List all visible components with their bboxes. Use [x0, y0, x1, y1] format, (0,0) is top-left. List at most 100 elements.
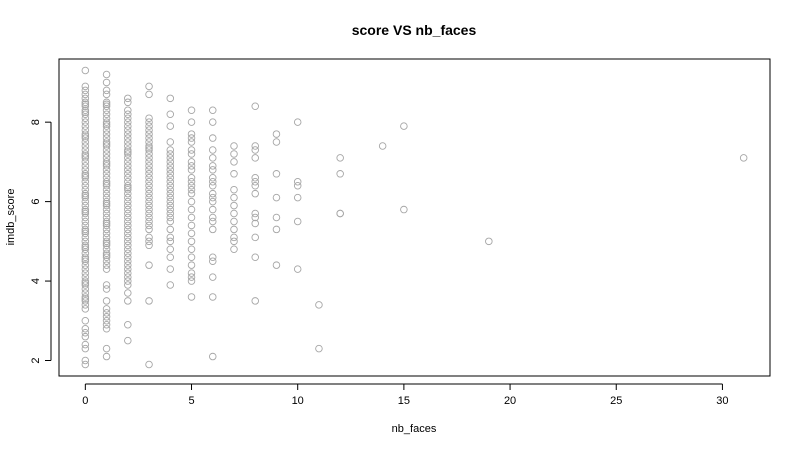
- data-point: [145, 193, 153, 202]
- data-point: [81, 217, 90, 226]
- data-point: [102, 205, 111, 214]
- data-point: [208, 273, 217, 281]
- data-point: [124, 245, 132, 254]
- data-point: [81, 243, 90, 252]
- data-point: [208, 181, 217, 190]
- data-point: [208, 205, 217, 214]
- data-point: [145, 126, 153, 134]
- data-point: [102, 217, 111, 226]
- data-point: [251, 142, 259, 150]
- data-point: [124, 114, 132, 122]
- data-point: [81, 150, 90, 158]
- data-point: [739, 154, 748, 162]
- data-point: [102, 110, 111, 118]
- data-point: [81, 172, 90, 180]
- data-point: [102, 130, 111, 138]
- data-point: [102, 213, 111, 222]
- data-point: [208, 106, 217, 114]
- data-point: [208, 166, 217, 174]
- data-point: [81, 166, 90, 174]
- data-point: [102, 146, 111, 154]
- data-point: [81, 193, 90, 202]
- data-point: [187, 130, 196, 138]
- data-point: [102, 209, 111, 218]
- data-point: [102, 138, 111, 146]
- data-point: [166, 201, 175, 210]
- data-point: [81, 285, 90, 293]
- data-point: [102, 344, 111, 353]
- data-point: [336, 154, 344, 162]
- data-point: [208, 197, 217, 206]
- data-point: [102, 120, 111, 128]
- data-point: [102, 78, 111, 87]
- data-point: [145, 237, 153, 246]
- data-point: [272, 225, 281, 234]
- data-point: [293, 193, 302, 202]
- data-point: [124, 217, 132, 226]
- data-point: [208, 193, 217, 202]
- data-point: [124, 118, 132, 126]
- data-point: [124, 321, 132, 329]
- data-point: [145, 166, 153, 174]
- data-point: [166, 162, 175, 170]
- data-point: [230, 233, 238, 242]
- data-point: [208, 177, 217, 186]
- data-point: [208, 352, 217, 361]
- data-point: [145, 118, 153, 126]
- data-point: [102, 162, 111, 170]
- data-point: [102, 122, 111, 130]
- data-point: [124, 150, 132, 158]
- data-point: [145, 185, 153, 194]
- data-point: [272, 261, 281, 269]
- y-axis-title: imdb_score: [5, 189, 17, 246]
- data-point: [102, 193, 111, 202]
- data-point: [124, 213, 132, 222]
- data-point: [102, 219, 111, 228]
- data-point: [81, 86, 90, 95]
- data-point: [124, 162, 132, 170]
- data-point: [166, 166, 175, 174]
- data-point: [81, 233, 90, 242]
- data-point: [102, 241, 111, 250]
- data-point: [145, 138, 153, 146]
- data-point: [102, 313, 111, 321]
- data-point: [102, 166, 111, 174]
- data-point: [102, 221, 111, 230]
- data-point: [81, 138, 90, 146]
- data-point: [124, 229, 132, 238]
- x-tick-label: 0: [82, 395, 88, 407]
- data-point: [124, 158, 132, 166]
- data-point: [102, 177, 111, 186]
- data-point: [187, 166, 196, 174]
- data-point: [81, 152, 90, 160]
- data-point: [81, 154, 90, 162]
- data-point: [166, 177, 175, 186]
- data-point: [102, 201, 111, 210]
- data-point: [145, 170, 153, 178]
- data-point: [166, 197, 175, 206]
- data-point: [230, 201, 238, 210]
- data-point: [124, 237, 132, 246]
- data-point: [208, 118, 217, 126]
- data-point: [81, 221, 90, 230]
- data-point: [81, 170, 90, 178]
- data-point: [145, 241, 153, 250]
- data-point: [166, 94, 175, 103]
- data-point: [187, 253, 196, 261]
- data-point: [208, 189, 217, 198]
- data-point: [166, 233, 175, 242]
- data-point: [485, 237, 493, 246]
- y-tick-label: 4: [30, 278, 42, 284]
- data-point: [102, 158, 111, 166]
- data-point: [124, 336, 132, 345]
- data-point: [81, 146, 90, 154]
- x-axis: 0 5 10 15 20 25 30: [82, 383, 729, 407]
- data-point: [145, 213, 153, 222]
- data-point: [124, 183, 132, 192]
- data-point: [124, 241, 132, 250]
- data-point: [81, 229, 90, 238]
- x-tick-label: 20: [504, 395, 516, 407]
- data-point: [81, 340, 90, 349]
- data-point: [81, 162, 90, 170]
- data-point: [81, 277, 90, 285]
